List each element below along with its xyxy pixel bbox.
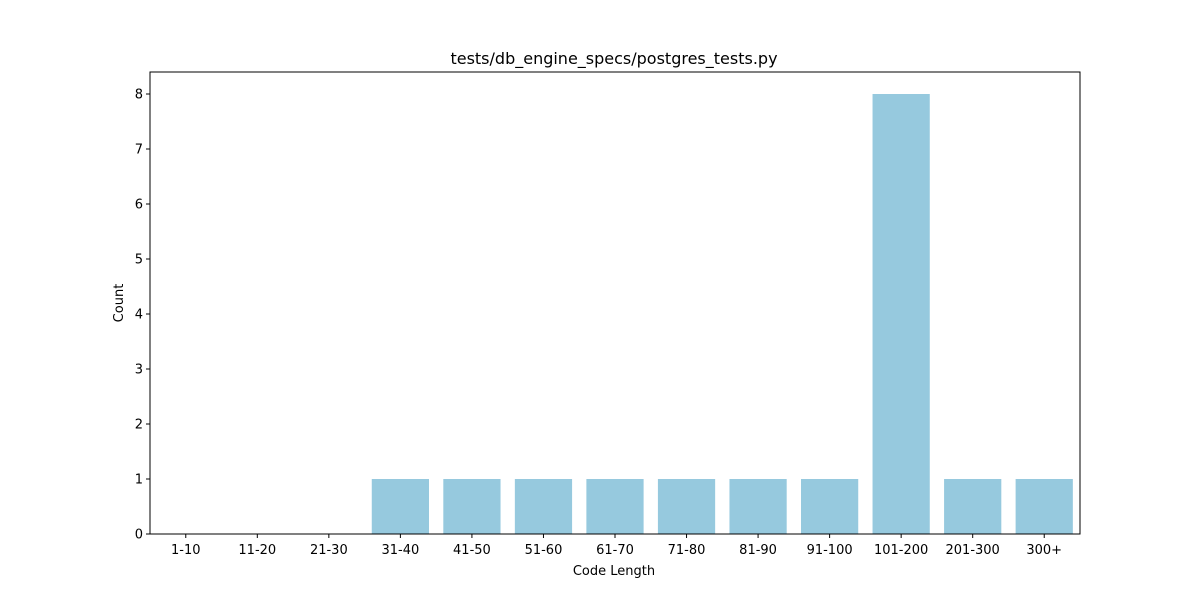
y-tick-label: 5 <box>135 253 143 268</box>
y-tick-label: 3 <box>135 363 143 378</box>
x-tick-label: 71-80 <box>668 543 706 558</box>
y-tick-label: 4 <box>135 308 143 323</box>
bar-51-60 <box>514 479 573 534</box>
y-tick-label: 7 <box>135 143 143 158</box>
y-tick-label: 8 <box>135 88 143 103</box>
y-tick-label: 0 <box>135 528 143 543</box>
plot-area-frame <box>149 71 1081 535</box>
x-tick-label: 41-50 <box>453 543 491 558</box>
bar-300+ <box>1015 479 1073 534</box>
x-tick-label: 201-300 <box>946 543 1000 558</box>
y-tick-label: 1 <box>135 473 143 488</box>
bar-41-50 <box>443 479 501 534</box>
x-tick-label: 61-70 <box>596 543 634 558</box>
bars-layer <box>371 94 1073 534</box>
x-tick-label: 51-60 <box>525 543 563 558</box>
y-tick-label: 6 <box>135 198 143 213</box>
x-axis-label: Code Length <box>573 564 655 579</box>
x-axis: 1-10 11-20 21-30 31-40 41-50 51-60 61-70 71-80 8… <box>171 534 1062 558</box>
y-tick-label: 2 <box>135 418 143 433</box>
y-axis: 0 1 2 3 4 5 6 7 8 <box>135 88 150 543</box>
chart-title: tests/db_engine_specs/postgres_tests.py <box>450 49 777 69</box>
x-tick-label: 11-20 <box>238 543 276 558</box>
bar-61-70 <box>586 479 644 534</box>
x-tick-label: 91-100 <box>807 543 853 558</box>
bar-31-40 <box>371 479 429 534</box>
x-tick-label: 31-40 <box>381 543 419 558</box>
bar-71-80 <box>657 479 716 534</box>
x-tick-label: 101-200 <box>874 543 928 558</box>
y-axis-label: Count <box>112 284 127 323</box>
bar-81-90 <box>729 479 787 534</box>
bar-91-100 <box>801 479 859 534</box>
bar-101-200 <box>872 94 930 534</box>
x-tick-label: 1-10 <box>171 543 201 558</box>
x-tick-label: 21-30 <box>310 543 348 558</box>
x-tick-label: 300+ <box>1026 543 1062 558</box>
x-tick-label: 81-90 <box>739 543 777 558</box>
bar-201-300 <box>944 479 1002 534</box>
